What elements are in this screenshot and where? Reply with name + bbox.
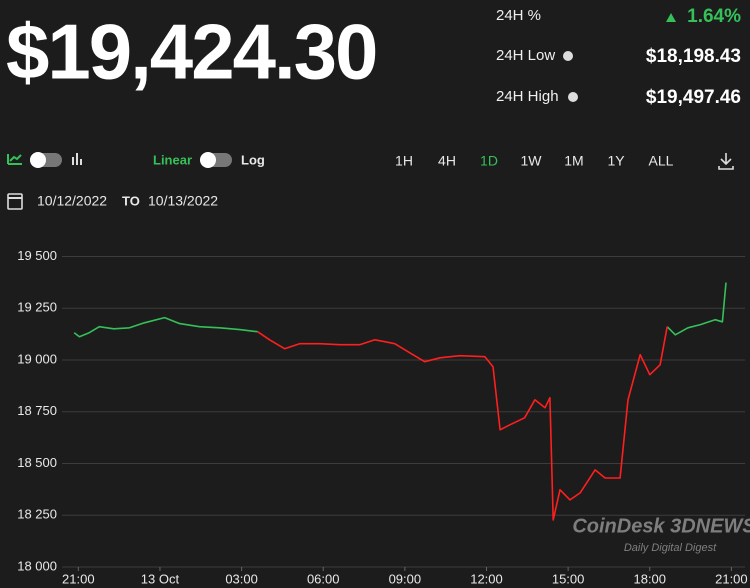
x-tick-label: 13 Oct: [141, 571, 180, 586]
date-from[interactable]: 10/12/2022: [37, 193, 107, 209]
y-tick-label: 18 500: [17, 455, 57, 470]
scale-option[interactable]: Log: [241, 152, 265, 167]
info-icon[interactable]: [563, 51, 573, 61]
stat-label: 24H %: [496, 7, 541, 24]
x-tick-label: 12:00: [470, 571, 503, 586]
price-line: [73, 282, 727, 338]
x-tick-label: 03:00: [225, 571, 258, 586]
date-to[interactable]: 10/13/2022: [148, 193, 218, 209]
y-tick-label: 19 250: [17, 300, 57, 315]
watermark-logo: CoinDesk 3DNEWS: [572, 515, 750, 537]
price-line: [257, 326, 668, 521]
range-button[interactable]: 1Y: [607, 153, 625, 169]
stat-value: $19,497.46: [646, 87, 741, 108]
calendar-icon[interactable]: [7, 193, 23, 210]
range-button[interactable]: ALL: [649, 153, 674, 169]
stat-value: 1.64%: [687, 6, 741, 27]
scale-option[interactable]: Linear: [153, 152, 192, 167]
watermark: CoinDesk 3DNEWS Daily Digital Digest: [572, 515, 750, 554]
download-icon[interactable]: [718, 153, 734, 170]
stat-label: 24H Low: [496, 47, 555, 64]
range-button[interactable]: 1M: [564, 153, 583, 169]
y-tick-label: 18 750: [17, 403, 57, 418]
info-icon[interactable]: [568, 92, 578, 102]
x-tick-label: 06:00: [307, 571, 340, 586]
price: $19,424.30: [6, 8, 376, 96]
chart-type-toggle[interactable]: [7, 152, 82, 168]
x-tick-label: 21:00: [62, 571, 95, 586]
x-tick-label: 21:00: [715, 571, 748, 586]
scale-toggle[interactable]: [200, 152, 232, 168]
x-tick-label: 09:00: [389, 571, 422, 586]
range-button[interactable]: 1W: [521, 153, 543, 169]
y-tick-label: 19 000: [17, 351, 57, 366]
up-arrow: [666, 13, 676, 22]
y-tick-label: 18 000: [17, 558, 57, 573]
stat-label: 24H High: [496, 88, 559, 105]
date-separator: TO: [122, 193, 140, 208]
range-button[interactable]: 1H: [395, 153, 413, 169]
range-button[interactable]: 1D: [480, 153, 498, 169]
y-tick-label: 19 500: [17, 248, 57, 263]
watermark-tagline: Daily Digital Digest: [624, 542, 717, 554]
x-tick-label: 15:00: [552, 571, 585, 586]
range-button[interactable]: 4H: [438, 153, 456, 169]
y-tick-label: 18 250: [17, 507, 57, 522]
stat-value: $18,198.43: [646, 46, 741, 67]
x-tick-label: 18:00: [633, 571, 666, 586]
